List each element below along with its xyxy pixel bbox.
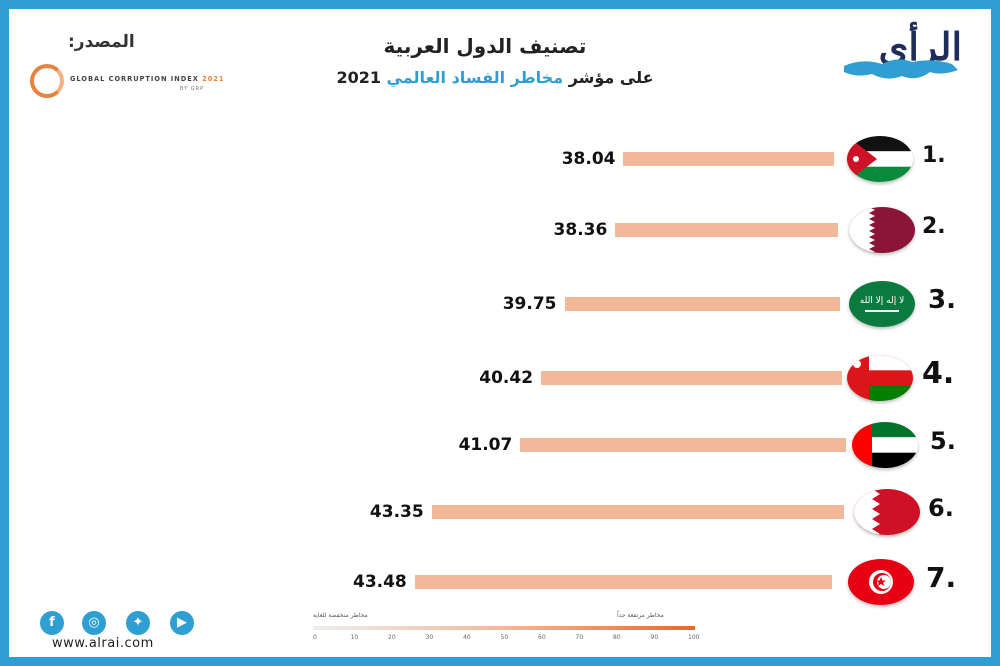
twitter-icon[interactable]: ✦ <box>126 611 150 635</box>
bar-saudi-arabia <box>564 297 840 311</box>
rank-number: 2. <box>922 213 946 239</box>
legend-tick: 20 <box>388 634 396 641</box>
bar-bahrain <box>431 505 844 519</box>
bar-uae <box>520 438 846 452</box>
legend-tick: 60 <box>538 634 546 641</box>
flag-bahrain-icon <box>854 489 920 535</box>
legend-tick: 30 <box>425 634 434 641</box>
svg-text:ﻻ ﺇﻟﻪ ﺇﻻ ﺍﻟﻠﻪ: ﻻ ﺇﻟﻪ ﺇﻻ ﺍﻟﻠﻪ <box>860 296 904 306</box>
gci-logo-by: BY GRP <box>180 86 205 92</box>
bar-tunisia <box>414 575 832 589</box>
bar-qatar <box>615 223 838 237</box>
facebook-icon[interactable]: f <box>40 611 64 635</box>
source-label: المصدر: <box>68 32 135 52</box>
rank-number: 5. <box>930 427 956 455</box>
risk-legend: مخاطر منخفضة للغاية مخاطر مرتفعة جداً 0 1… <box>305 612 699 648</box>
value-label: 40.42 <box>479 368 534 388</box>
value-label: 39.75 <box>502 294 557 314</box>
rank-number: 3. <box>928 284 956 315</box>
flag-uae-icon <box>852 422 918 468</box>
legend-tick: 90 <box>650 634 659 641</box>
chart-subtitle: على مؤشر مخاطر الفساد العالمي 2021 <box>300 68 690 87</box>
rank-number: 4. <box>922 355 955 391</box>
legend-high-label: مخاطر مرتفعة جداً <box>617 612 664 619</box>
legend-low-label: مخاطر منخفضة للغاية <box>313 612 368 619</box>
value-label: 38.04 <box>561 149 616 169</box>
gci-logo: GLOBAL CORRUPTION INDEX 2021 BY GRP <box>30 64 230 100</box>
value-label: 43.35 <box>369 502 424 522</box>
legend-tick: 100 <box>688 634 700 641</box>
gci-logo-text: GLOBAL CORRUPTION INDEX 2021 <box>70 75 225 83</box>
legend-tick: 0 <box>313 634 317 641</box>
flag-qatar-icon <box>849 207 915 253</box>
chart-title: تصنيف الدول العربية <box>383 34 587 58</box>
bar-oman <box>541 371 842 385</box>
bar-jordan <box>623 152 834 166</box>
subtitle-prefix: على مؤشر <box>568 68 654 87</box>
website-url[interactable]: www.alrai.com <box>52 636 154 651</box>
legend-gradient <box>313 626 695 630</box>
subtitle-year: 2021 <box>336 68 381 87</box>
rank-number: 6. <box>928 494 954 522</box>
flag-saudi-arabia-icon: ﻻ ﺇﻟﻪ ﺇﻻ ﺍﻟﻠﻪ <box>849 281 915 327</box>
flag-tunisia-icon <box>848 559 914 605</box>
value-label: 38.36 <box>553 220 608 240</box>
legend-tick: 50 <box>500 634 509 641</box>
flag-jordan-icon <box>847 136 913 182</box>
instagram-icon[interactable]: ◎ <box>82 611 106 635</box>
rank-number: 7. <box>926 561 957 594</box>
value-label: 41.07 <box>458 435 513 455</box>
value-label: 43.48 <box>352 572 407 592</box>
rank-number: 1. <box>922 142 946 168</box>
alrai-logo: الرأي <box>842 24 964 88</box>
legend-tick: 40 <box>463 634 471 641</box>
legend-tick: 70 <box>575 634 584 641</box>
infographic-canvas <box>9 9 991 657</box>
gci-ring-icon <box>30 64 64 98</box>
arab-map-icon <box>844 59 958 79</box>
legend-tick: 80 <box>613 634 621 641</box>
flag-oman-icon <box>847 355 913 401</box>
youtube-icon[interactable]: ▶ <box>170 611 194 635</box>
legend-tick: 10 <box>350 634 359 641</box>
subtitle-highlight: مخاطر الفساد العالمي <box>386 68 564 87</box>
legend-ticks: 0 10 20 30 40 50 60 70 80 90 100 <box>313 634 703 644</box>
